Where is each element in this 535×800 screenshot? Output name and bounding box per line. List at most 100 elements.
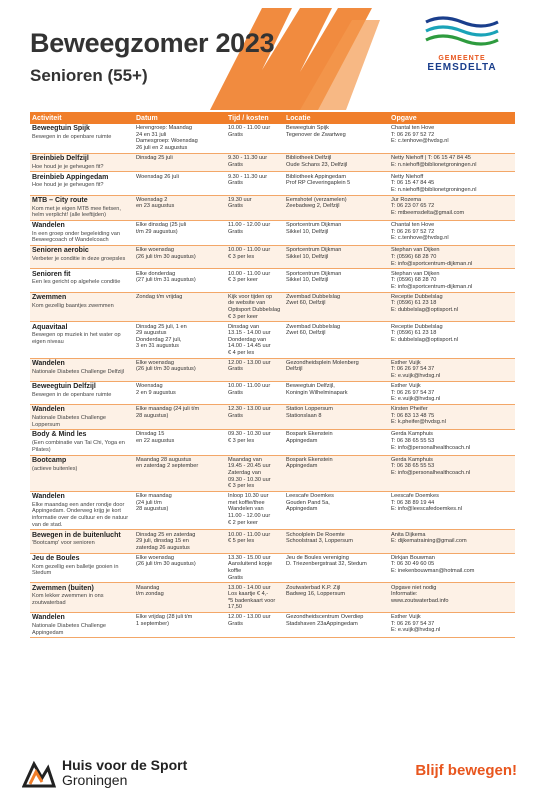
column-header-contact: Opgave: [389, 112, 515, 124]
cell-time-cost: 10.00 - 11.00 uur € 3 per les: [226, 245, 284, 270]
page-title: Beweegzomer 2023: [30, 28, 275, 58]
logo-line-1: GEMEENTE: [438, 55, 486, 62]
cell-time-cost: 10.00 - 11.00 uur € 3 per keer: [226, 268, 284, 293]
cell-activity: Zwemmen Kom gezellig baantjes zwemmen: [30, 292, 134, 323]
activity-description: (Een combinatie van Tai Chi, Yoga en Pil…: [32, 440, 125, 453]
cell-date: Maandag t/m zondag: [134, 582, 226, 614]
table-row: MTB – City route Kom met je eigen MTB mee…: [30, 195, 515, 221]
table-row: Wandelen Nationale Diabetes Challenge App…: [30, 612, 515, 639]
activity-name: Senioren aerobic: [32, 247, 89, 255]
cell-time-cost: 12.00 - 13.00 uur Gratis: [226, 358, 284, 382]
activity-name: Bewegen in de buitenlucht: [32, 531, 121, 539]
cell-activity: Senioren aerobic Verbeter je conditie in …: [30, 245, 134, 270]
activities-table: Activiteit Datum Tijd / kosten Locatie O…: [30, 112, 515, 639]
cell-contact: Chantal ten Hove T: 06 26 97 52 72 E: c.…: [389, 220, 515, 247]
cell-activity: Beweegtuin Spijk Bewegen in de openbare r…: [30, 124, 134, 154]
cell-time-cost: 9.30 - 11.30 uur Gratis: [226, 153, 284, 173]
activity-name: Zwemmen: [32, 293, 67, 301]
cell-contact: Stephan van Dijken T: (0596) 68 28 70 E:…: [389, 268, 515, 293]
cell-date: Dinsdag 25 en zaterdag 29 juli, dinsdag …: [134, 529, 226, 554]
activity-name: Wandelen: [32, 222, 65, 230]
cell-location: Beweegtuin Delfzijl, Koningin Wilhelmina…: [284, 381, 389, 405]
activity-description: Hoe houd je je geheugen fit?: [32, 182, 104, 189]
cell-activity: Zwemmen (buiten) Kom lekker zwemmen in on…: [30, 582, 134, 614]
cell-contact: Receptie Dubbelslag T: (0596) 61 23 18 E…: [389, 292, 515, 323]
cell-contact: Stephan van Dijken T: (0596) 68 28 70 E:…: [389, 245, 515, 270]
cell-time-cost: 12.00 - 13.00 uur Gratis: [226, 612, 284, 639]
activity-name: Jeu de Boules: [32, 554, 80, 562]
cell-date: Elke dinsdag (25 juli t/m 29 augustus): [134, 220, 226, 247]
table-row: Wandelen Elke maandag een ander rondje do…: [30, 491, 515, 531]
cell-location: Zwembad Dubbelslag Zwet 60, Delfzijl: [284, 292, 389, 323]
table-row: Breinbieb Appingedam Hoe houd je je geheu…: [30, 171, 515, 196]
gemeente-eemsdelta-logo: GEMEENTE EEMSDELTA: [412, 14, 512, 73]
cell-time-cost: Maandag van 19.45 - 20.45 uur Zaterdag v…: [226, 455, 284, 492]
activity-description: Verbeter je conditie in deze groepsles: [32, 256, 126, 263]
table-row: Wandelen In een groep onder begeleiding v…: [30, 220, 515, 247]
cell-activity: Bewegen in de buitenlucht 'Bootcamp' voor…: [30, 529, 134, 554]
cell-time-cost: Dinsdag van 13.15 - 14.00 uur Donderdag …: [226, 321, 284, 359]
table-row: Body & Mind les (Een combinatie van Tai C…: [30, 429, 515, 456]
cell-location: Eemshotel (verzamelen) Zeebadweg 2, Delf…: [284, 195, 389, 221]
activity-name: Zwemmen (buiten): [32, 584, 94, 592]
cell-contact: Gerda Kamphuis T: 06 38 65 55 53 E: info…: [389, 455, 515, 492]
cell-time-cost: 13.00 - 14.00 uur Los kaartje € 4,- *5 b…: [226, 582, 284, 614]
cell-contact: Chantal ten Hove T: 06 26 97 52 72 E: c.…: [389, 124, 515, 154]
table-row: Bewegen in de buitenlucht 'Bootcamp' voor…: [30, 529, 515, 554]
table-row: Beweegtuin Spijk Bewegen in de openbare r…: [30, 124, 515, 154]
cell-location: Bibliotheek Appingedam Prof RP Clevering…: [284, 171, 389, 196]
cell-date: Dinsdag 25 juli: [134, 153, 226, 173]
table-row: Aquavitaal Bewegen op muziek in het water…: [30, 321, 515, 359]
activity-description: Een les gericht op algehele conditie: [32, 279, 121, 286]
cell-date: Elke donderdag (27 juli t/m 31 augustus): [134, 268, 226, 293]
activity-description: Kom gezellig een balletje gooien in Sted…: [32, 563, 119, 577]
activity-name: Beweegtuin Delfzijl: [32, 383, 96, 390]
cell-location: Bospark Ekenstein Appingedam: [284, 429, 389, 456]
column-header-date: Datum: [134, 112, 226, 124]
cell-contact: Anita Dijkema E: dijkematraining@gmail.c…: [389, 529, 515, 554]
activity-description: Nationale Diabetes Challenge Delfzijl: [32, 368, 125, 375]
cell-contact: Opgave niet nodig Informatie: www.zoutwa…: [389, 582, 515, 614]
cell-location: Zoutwaterbad K.P. Zijl Badweg 16, Lopper…: [284, 582, 389, 614]
cell-contact: Kirsten Pheifer T: 06 83 13 48 75 E: k.p…: [389, 404, 515, 431]
cell-date: Dinsdag 25 juli, 1 en 29 augustus Donder…: [134, 321, 226, 359]
activity-description: Bewegen in de openbare ruimte: [32, 133, 112, 140]
cell-activity: Breinbieb Appingedam Hoe houd je je geheu…: [30, 171, 134, 196]
logo-line-2: EEMSDELTA: [427, 62, 497, 73]
cell-date: Elke maandag (24 juli t/m 28 augustus): [134, 404, 226, 431]
cell-contact: Dirkjan Bouwman T: 06 30 49 60 05 E: ine…: [389, 553, 515, 584]
wave-icon: [425, 16, 499, 46]
cell-time-cost: 10.00 - 11.00 uur Gratis: [226, 381, 284, 405]
cell-activity: Wandelen Nationale Diabetes Challenge App…: [30, 612, 134, 639]
cell-date: Woensdag 26 juli: [134, 171, 226, 196]
runner-icon: [22, 760, 56, 788]
cell-activity: Bootcamp (actieve buitenles): [30, 455, 134, 492]
cell-time-cost: 11.00 - 12.00 uur Gratis: [226, 220, 284, 247]
page-subtitle: Senioren (55+): [30, 66, 148, 85]
cell-contact: Netty Niehoff | T: 06 15 47 84 45 E: n.n…: [389, 153, 515, 173]
cell-contact: Esther Vuijk T: 06 26 97 54 37 E: e.vuij…: [389, 381, 515, 405]
cell-location: Zwembad Dubbelslag Zwet 60, Delfzijl: [284, 321, 389, 359]
activity-description: Kom lekker zwemmen in ons zoutwaterbad: [32, 593, 104, 606]
cell-time-cost: 9.30 - 11.30 uur Gratis: [226, 171, 284, 196]
cell-time-cost: 09.30 - 10.30 uur € 3 per les: [226, 429, 284, 456]
cell-activity: Aquavitaal Bewegen op muziek in het water…: [30, 321, 134, 359]
activity-description: (actieve buitenles): [32, 465, 78, 472]
table-row: Zwemmen Kom gezellig baantjes zwemmen Zond…: [30, 292, 515, 323]
page-footer: Huis voor de Sport Groningen Blijf beweg…: [0, 748, 535, 800]
header-swoosh-graphic: [210, 8, 380, 110]
activity-description: 'Bootcamp' voor senioren: [32, 540, 95, 547]
activity-name: MTB – City route: [32, 196, 88, 204]
table-row: Jeu de Boules Kom gezellig een balletje g…: [30, 553, 515, 584]
page-header: Beweegzomer 2023 Senioren (55+): [30, 28, 275, 86]
cell-date: Elke woensdag (26 juli t/m 30 augustus): [134, 245, 226, 270]
table-header-row: Activiteit Datum Tijd / kosten Locatie O…: [30, 112, 515, 124]
cell-activity: Breinbieb Delfzijl Hoe houd je je geheuge…: [30, 153, 134, 173]
table-body: Beweegtuin Spijk Bewegen in de openbare r…: [30, 124, 515, 639]
cell-activity: Jeu de Boules Kom gezellig een balletje g…: [30, 553, 134, 584]
activity-name: Wandelen: [32, 359, 65, 367]
cell-time-cost: 19.30 uur Gratis: [226, 195, 284, 221]
activity-name: Breinbieb Delfzijl: [32, 154, 89, 162]
cell-location: Schoolplein De Roemte Schoolstraat 3, Lo…: [284, 529, 389, 554]
cell-contact: Gerda Kamphuis T: 06 38 65 55 53 E: info…: [389, 429, 515, 456]
